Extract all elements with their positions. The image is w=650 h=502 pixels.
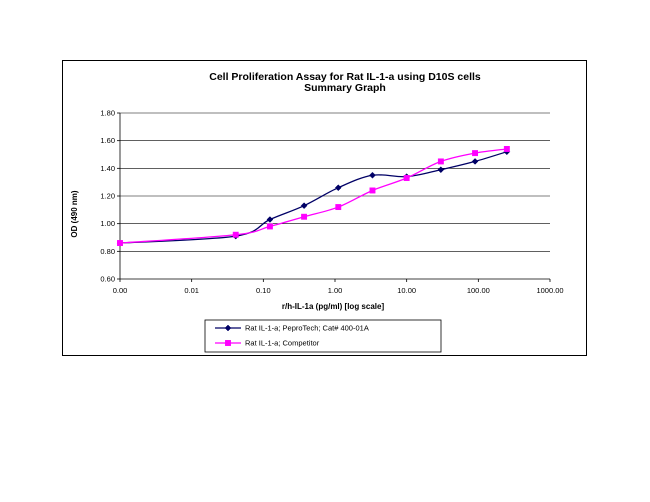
y-tick-label: 0.80: [100, 247, 115, 256]
legend-label: Rat IL-1-a; PeproTech; Cat# 400-01A: [245, 324, 369, 333]
x-axis-label: r/h-IL-1a (pg/ml) [log scale]: [282, 302, 385, 311]
data-point: [266, 216, 274, 223]
legend-label: Rat IL-1-a; Competitor: [245, 339, 320, 348]
y-tick-label: 1.60: [100, 136, 115, 145]
x-tick-label: 1000.00: [536, 286, 563, 295]
legend-items: Rat IL-1-a; PeproTech; Cat# 400-01A Rat I…: [215, 324, 369, 348]
chart-frame: Cell Proliferation Assay for Rat IL-1-a …: [62, 60, 587, 356]
axis-layer: 0.60 0.80 1.00 1.20 1.40 1.60 1.80 0.00 0.01 0.10…: [100, 109, 563, 296]
series-line: [119, 148, 507, 244]
x-tick-label: 100.00: [467, 286, 490, 295]
series-layer: [116, 146, 511, 247]
data-point: [437, 158, 444, 165]
x-tick-label: 0.00: [113, 286, 128, 295]
series-2: [117, 146, 510, 246]
data-point: [335, 204, 342, 211]
data-point: [503, 146, 510, 152]
x-tick-label: 0.10: [256, 286, 271, 295]
data-point: [266, 223, 273, 230]
legend-marker: [225, 340, 231, 346]
series-line: [119, 151, 508, 244]
legend-box: [204, 319, 442, 353]
data-point: [117, 240, 123, 246]
x-tick-label: 0.01: [184, 286, 199, 295]
x-tick-label: 10.00: [397, 286, 416, 295]
y-tick-label: 1.00: [100, 219, 115, 228]
data-point: [232, 231, 239, 238]
data-point: [403, 175, 410, 181]
data-point: [300, 202, 308, 210]
data-point: [369, 171, 376, 179]
chart-svg: Cell Proliferation Assay for Rat IL-1-a …: [70, 71, 564, 353]
y-axis-label: OD (490 nm): [70, 190, 79, 237]
y-tick-label: 1.80: [100, 109, 115, 118]
chart-title: Cell Proliferation Assay for Rat IL-1-a …: [209, 71, 481, 83]
data-point: [471, 158, 479, 165]
y-tick-label: 1.40: [100, 164, 115, 173]
data-point: [301, 213, 308, 220]
series-1: [116, 148, 511, 247]
y-tick-label: 1.20: [100, 192, 115, 201]
chart-subtitle: Summary Graph: [304, 82, 386, 94]
legend-marker: [224, 324, 232, 332]
data-point: [472, 150, 479, 157]
grid-layer: [120, 112, 550, 252]
data-point: [334, 184, 342, 192]
x-tick-label: 1.00: [328, 286, 343, 295]
y-tick-label: 0.60: [100, 275, 115, 284]
data-point: [369, 187, 376, 194]
legend: Rat IL-1-a; PeproTech; Cat# 400-01A Rat I…: [204, 319, 442, 353]
data-point: [437, 166, 445, 174]
